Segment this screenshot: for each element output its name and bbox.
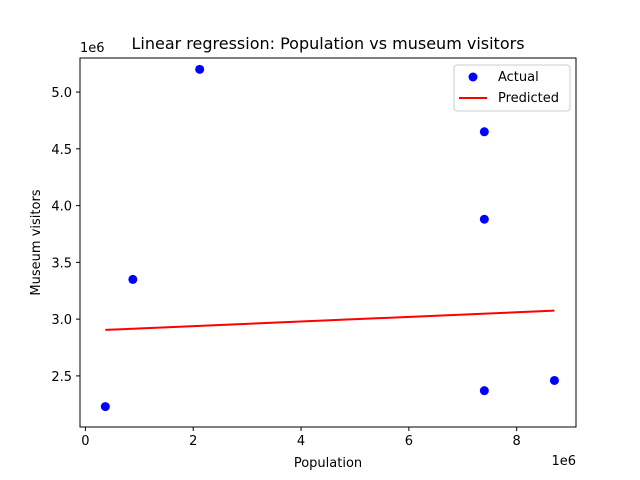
axes-frame xyxy=(79,57,577,428)
y-tick-label: 2.5 xyxy=(51,370,72,385)
x-tick-label: 6 xyxy=(405,434,413,449)
y-axis: 2.5 3.0 3.5 4.0 4.5 5.0 xyxy=(51,86,80,385)
x-tick-label: 0 xyxy=(81,434,89,449)
y-tick-label: 4.0 xyxy=(51,200,72,215)
actual-data-point xyxy=(549,375,559,385)
actual-data-point xyxy=(100,402,110,412)
actual-data-point xyxy=(128,274,138,284)
y-tick-label: 3.5 xyxy=(51,256,72,271)
y-tick-label: 3.0 xyxy=(51,313,72,328)
predicted-line xyxy=(105,309,555,331)
legend-label-actual: Actual xyxy=(498,70,539,85)
legend: Actual Predicted xyxy=(453,64,571,112)
x-tick-label: 4 xyxy=(297,434,305,449)
legend-box xyxy=(453,64,571,112)
x-tick-label: 2 xyxy=(189,434,197,449)
chart-title: Linear regression: Population vs museum … xyxy=(131,34,524,53)
actual-data-point xyxy=(479,214,489,224)
x-axis-offset-label: 1e6 xyxy=(551,454,576,469)
actual-data-point xyxy=(479,386,489,396)
y-axis-offset-label: 1e6 xyxy=(80,41,105,56)
legend-label-predicted: Predicted xyxy=(498,91,559,106)
x-tick-label: 8 xyxy=(513,434,521,449)
x-axis-label: Population xyxy=(294,456,362,471)
legend-marker-actual xyxy=(468,72,478,82)
actual-data-point xyxy=(479,127,489,137)
y-tick-label: 4.5 xyxy=(51,143,72,158)
x-axis: 0 2 4 6 8 xyxy=(81,427,521,449)
y-axis-label: Museum visitors xyxy=(29,189,44,295)
y-tick-label: 5.0 xyxy=(51,86,72,101)
actual-data-point xyxy=(195,64,205,74)
